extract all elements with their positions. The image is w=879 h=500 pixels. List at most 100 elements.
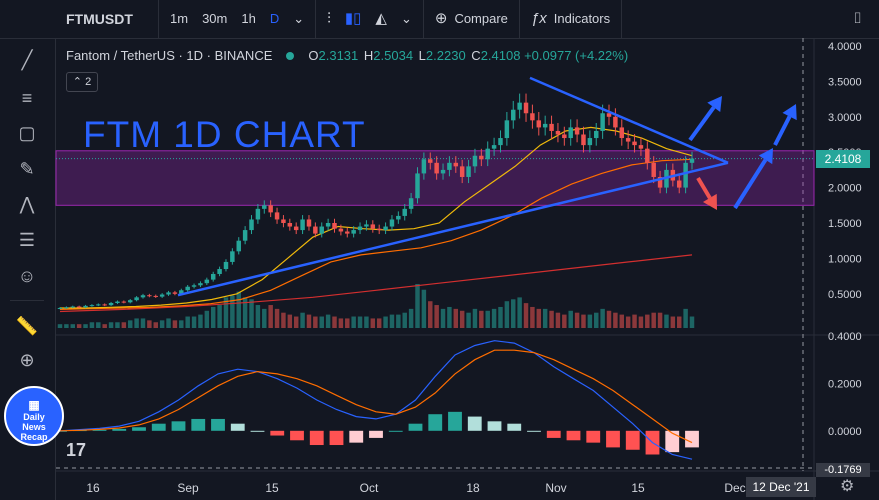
interval-d-button[interactable]: D <box>269 11 280 26</box>
indicators-collapse-button[interactable]: ⌃ 2 <box>66 72 98 92</box>
candle-body <box>102 304 107 306</box>
volume-bar <box>664 314 669 328</box>
macd-histogram-bar <box>408 423 423 431</box>
volume-bar <box>166 318 171 328</box>
candle-body <box>498 138 503 146</box>
volume-bar <box>217 305 222 328</box>
volume-bar <box>140 318 146 328</box>
candle-body <box>549 123 554 131</box>
volume-bar <box>262 308 267 328</box>
bar-chart-type-icon[interactable]: ⫶ <box>327 10 331 27</box>
rectangle-tool-icon[interactable]: ▢ <box>18 123 36 143</box>
candle-body <box>530 113 535 121</box>
indicators-button[interactable]: Indicators <box>553 11 611 26</box>
volume-bar <box>530 306 535 328</box>
function-icon[interactable]: ƒx <box>530 10 547 27</box>
volume-bar <box>376 318 382 328</box>
toolbar-divider <box>518 0 520 38</box>
symbol-search[interactable]: FTMUSDT <box>66 11 133 27</box>
film-icon: ▦ <box>28 398 40 412</box>
compare-button[interactable]: Compare <box>454 11 508 26</box>
volume-bar <box>523 303 529 328</box>
volume-bar <box>223 297 229 328</box>
candle-body <box>185 286 190 291</box>
area-chart-type-icon[interactable]: ◭ <box>375 10 387 27</box>
candle-body <box>504 120 510 139</box>
candle-chart-type-icon[interactable]: ▮▯ <box>344 10 362 27</box>
volume-bar <box>632 314 637 328</box>
candle-body <box>198 283 203 286</box>
market-status-icon <box>286 51 295 60</box>
horizontal-lines-tool-icon[interactable]: ≡ <box>21 88 33 108</box>
macd-histogram-bar <box>290 430 304 441</box>
volume-bar <box>485 310 490 328</box>
macd-histogram-bar <box>132 427 146 431</box>
crosshair-price-tag: -0.1769 <box>816 463 870 477</box>
interval-1h-button[interactable]: 1h <box>241 11 256 26</box>
volume-bar <box>115 322 120 328</box>
camera-icon[interactable]: ⌷ <box>853 10 863 27</box>
candle-body <box>428 159 433 163</box>
volume-bar <box>396 314 401 328</box>
volume-bar <box>230 295 235 328</box>
volume-bar <box>421 289 427 328</box>
macd-histogram-bar <box>665 430 680 453</box>
macd-histogram-bar <box>369 430 383 438</box>
volume-bar <box>89 322 95 328</box>
plus-circle-icon[interactable]: ⊕ <box>434 10 448 27</box>
volume-bar <box>325 314 331 328</box>
moving-average-fast-line <box>60 126 693 309</box>
volume-bar <box>76 324 82 328</box>
volume-bar <box>587 314 593 328</box>
candle-body <box>319 226 324 234</box>
volume-bar <box>415 284 420 328</box>
candle-body <box>542 123 548 128</box>
pattern-tool-icon[interactable]: ⋀ <box>19 194 35 214</box>
macd-histogram-bar <box>191 418 206 431</box>
candle-body <box>364 224 369 227</box>
zoom-tool-icon[interactable]: ⊕ <box>19 350 35 370</box>
emoji-tool-icon[interactable]: ☺ <box>17 266 37 286</box>
legend-close-label: C <box>471 48 481 63</box>
candle-body <box>594 130 599 139</box>
chevron-down-icon[interactable]: ⌄ <box>400 11 412 26</box>
candle-body <box>536 120 542 128</box>
chart-legend: Fantom / TetherUS · 1D · BINANCE O 2.3131… <box>66 48 628 63</box>
volume-bar <box>83 324 88 328</box>
volume-bar <box>70 324 76 328</box>
candle-body <box>638 145 644 149</box>
volume-bar <box>459 310 465 328</box>
candle-body <box>57 307 63 309</box>
volume-bar <box>306 314 312 328</box>
price-axis-tick-label: 3.5000 <box>828 76 862 88</box>
tradingview-logo: 17 <box>66 440 87 460</box>
volume-bar <box>625 316 631 328</box>
volume-bar <box>562 314 567 328</box>
support-trendline <box>177 161 729 297</box>
settings-gear-icon[interactable]: ⚙ <box>840 478 855 495</box>
volume-bar <box>185 316 190 328</box>
time-axis-tick-label: 16 <box>86 481 100 495</box>
volume-bar <box>408 308 414 328</box>
chevron-down-icon[interactable]: ⌄ <box>293 11 305 26</box>
macd-histogram-bar <box>151 423 166 431</box>
legend-open-label: O <box>308 48 319 63</box>
interval-30m-button[interactable]: 30m <box>202 11 228 26</box>
macd-histogram-bar <box>329 430 344 446</box>
candle-body <box>293 226 299 231</box>
candle-body <box>415 173 420 199</box>
brush-tool-icon[interactable]: ✎ <box>19 159 35 179</box>
candle-body <box>689 158 695 163</box>
volume-bar <box>479 310 484 328</box>
candle-body <box>179 290 184 294</box>
ruler-tool-icon[interactable]: 📏 <box>15 316 39 336</box>
candle-body <box>606 113 612 117</box>
volume-bar <box>676 316 682 328</box>
candle-body <box>421 159 427 174</box>
fib-tool-icon[interactable]: ☰ <box>18 230 36 250</box>
interval-1m-button[interactable]: 1m <box>170 11 189 26</box>
trendline-tool-icon[interactable]: ╱ <box>21 50 33 70</box>
candle-body <box>242 230 248 241</box>
candle-body <box>300 219 305 231</box>
